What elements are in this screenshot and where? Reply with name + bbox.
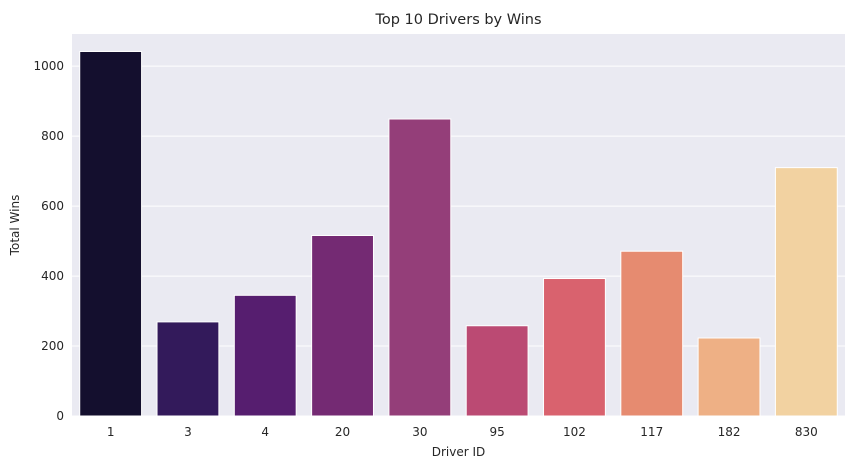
bar-driver-30 (388, 118, 452, 417)
y-tick-label: 1000 (33, 59, 64, 73)
y-axis-label: Total Wins (8, 195, 22, 257)
bars (79, 50, 838, 417)
bar-driver-3 (156, 321, 220, 417)
bar-driver-830 (774, 167, 838, 417)
y-tick-label: 0 (56, 409, 64, 423)
x-tick-labels: 1 3 4 20 30 95 102 117 182 830 (107, 425, 818, 439)
x-tick-label: 4 (261, 425, 269, 439)
x-tick-label: 1 (107, 425, 115, 439)
bar-driver-102 (543, 278, 606, 417)
x-tick-label: 830 (795, 425, 818, 439)
bar-driver-95 (465, 325, 529, 417)
y-tick-label: 400 (41, 269, 64, 283)
bar-driver-4 (233, 294, 297, 417)
x-tick-label: 182 (718, 425, 741, 439)
bar-driver-20 (311, 234, 374, 417)
y-tick-label: 800 (41, 129, 64, 143)
x-axis-label: Driver ID (432, 445, 486, 459)
chart-title: Top 10 Drivers by Wins (374, 12, 541, 28)
x-tick-label: 20 (335, 425, 350, 439)
y-tick-label: 600 (41, 199, 64, 213)
x-tick-label: 30 (412, 425, 427, 439)
x-tick-label: 117 (640, 425, 663, 439)
bar-driver-182 (697, 337, 761, 417)
x-tick-label: 102 (563, 425, 586, 439)
x-tick-label: 95 (490, 425, 505, 439)
bar-driver-1 (79, 50, 143, 417)
y-tick-label: 200 (41, 339, 64, 353)
y-tick-labels: 0 200 400 600 800 1000 (33, 59, 64, 423)
bar-driver-117 (620, 250, 684, 417)
x-tick-label: 3 (184, 425, 192, 439)
